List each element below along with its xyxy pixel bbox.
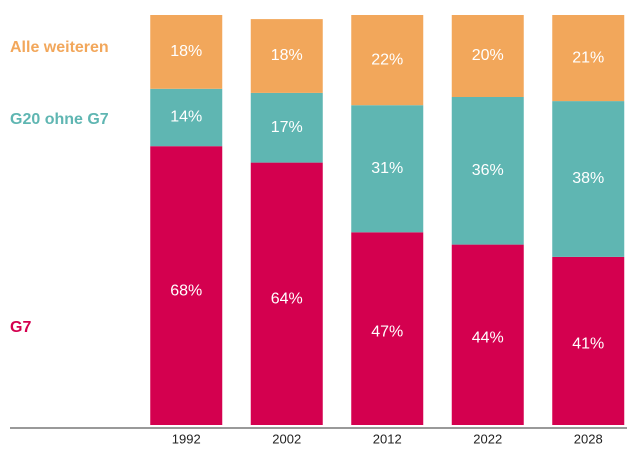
bar-segment (250, 19, 323, 93)
data-label: 36% (472, 162, 504, 179)
data-label: 38% (572, 170, 604, 187)
bar-segment (351, 232, 424, 425)
data-label: 64% (271, 290, 303, 307)
bar-segment (150, 146, 223, 425)
series-label: Alle weiteren (10, 39, 109, 56)
data-label: 18% (170, 43, 202, 60)
x-tick-label: 2002 (272, 431, 301, 446)
series-label: G20 ohne G7 (10, 111, 109, 128)
bar-segment (351, 15, 424, 106)
bar-segment (552, 15, 625, 102)
data-label: 20% (472, 47, 504, 64)
data-label: 17% (271, 119, 303, 136)
bar-segment (451, 97, 524, 245)
data-label: 41% (572, 336, 604, 353)
bar-segment (451, 244, 524, 425)
data-label: 44% (472, 330, 504, 347)
data-label: 21% (572, 49, 604, 66)
data-label: 47% (371, 324, 403, 341)
bar-segment (552, 101, 625, 257)
data-label: 68% (170, 282, 202, 299)
x-tick-label: 2012 (373, 431, 402, 446)
bar-segment (250, 162, 323, 425)
data-label: 22% (371, 51, 403, 68)
data-label: 18% (271, 47, 303, 64)
bar-segment (451, 15, 524, 97)
bar-segment (150, 88, 223, 147)
data-label: 14% (170, 109, 202, 126)
data-label: 31% (371, 160, 403, 177)
x-tick-label: 2022 (473, 431, 502, 446)
bar-segment (351, 105, 424, 233)
bar-segment (250, 92, 323, 163)
bar-segment (552, 256, 625, 425)
x-tick-label: 2028 (574, 431, 603, 446)
x-tick-label: 1992 (172, 431, 201, 446)
series-label: G7 (10, 319, 31, 336)
bar-segment (150, 15, 223, 89)
